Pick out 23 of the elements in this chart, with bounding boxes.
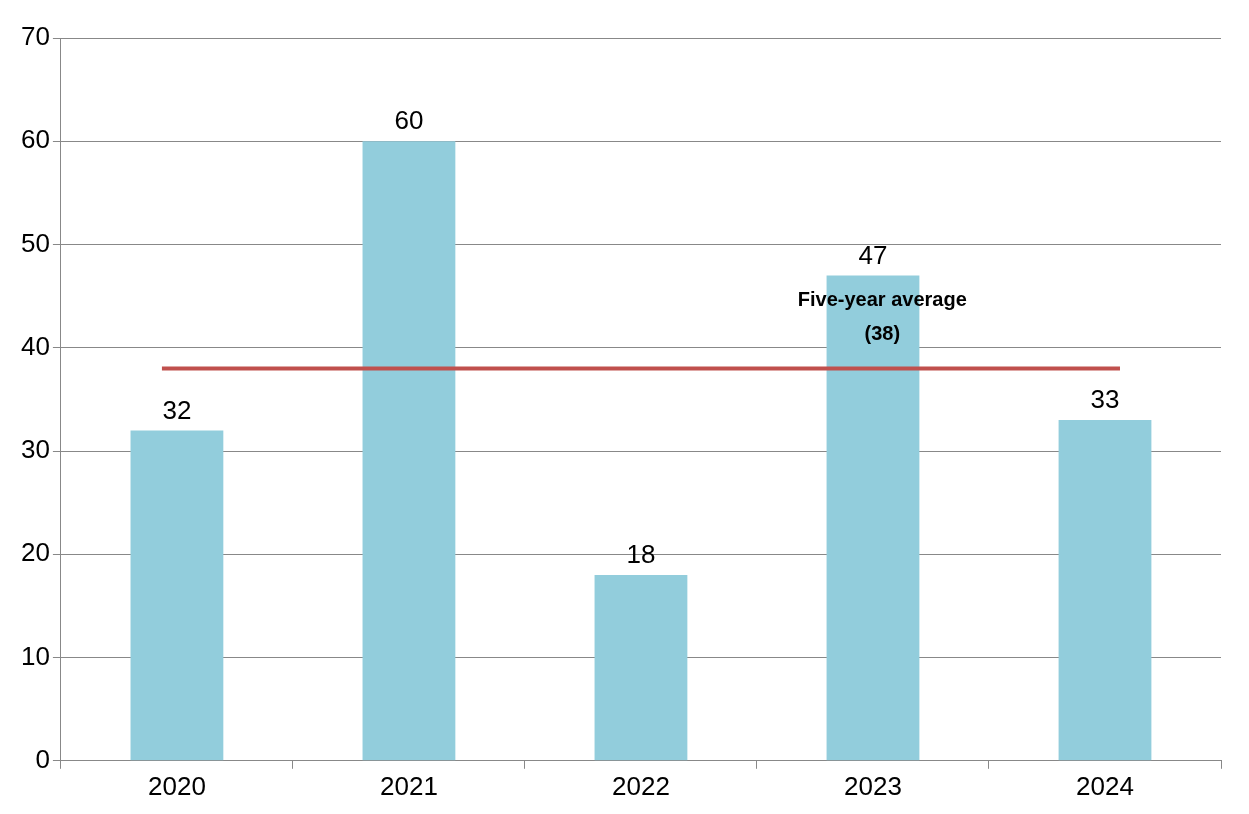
data-label: 18 bbox=[626, 539, 656, 570]
data-label: 60 bbox=[394, 105, 424, 136]
y-tick-label: 50 bbox=[21, 227, 50, 258]
y-tick-label: 40 bbox=[21, 330, 50, 361]
x-tick-label: 2023 bbox=[844, 770, 902, 801]
y-tick-label: 10 bbox=[21, 640, 50, 671]
y-tick-label: 0 bbox=[35, 743, 50, 774]
y-tick-label: 60 bbox=[21, 124, 50, 155]
bar bbox=[594, 574, 688, 761]
ref-line-label: Five-year average (38) bbox=[797, 287, 967, 344]
data-label: 33 bbox=[1090, 384, 1120, 415]
bar bbox=[362, 141, 456, 761]
bar bbox=[1058, 420, 1152, 761]
x-tick-label: 2022 bbox=[612, 770, 670, 801]
y-tick-label: 70 bbox=[21, 21, 50, 52]
x-tick-label: 2021 bbox=[380, 770, 438, 801]
y-tick-label: 20 bbox=[21, 537, 50, 568]
data-label: 47 bbox=[858, 239, 888, 270]
y-tick-label: 30 bbox=[21, 434, 50, 465]
x-tick-label: 2020 bbox=[148, 770, 206, 801]
data-label: 32 bbox=[162, 394, 192, 425]
bar bbox=[130, 430, 224, 761]
x-tick-label: 2024 bbox=[1076, 770, 1134, 801]
